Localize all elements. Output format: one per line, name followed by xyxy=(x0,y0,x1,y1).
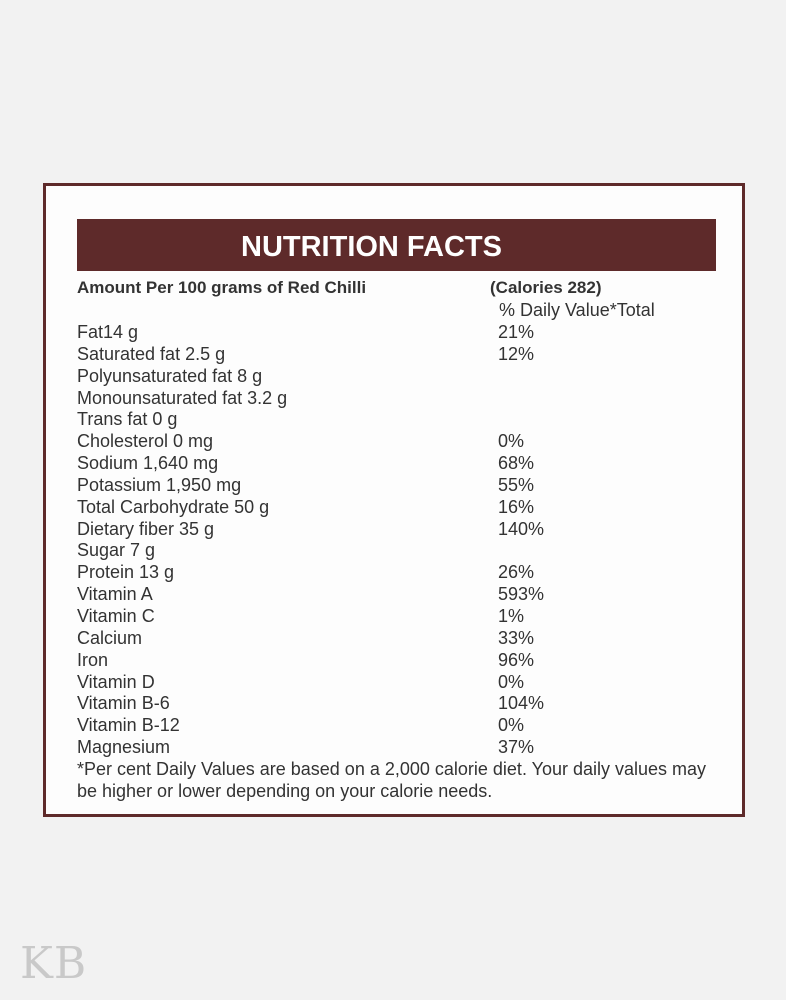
daily-value: 0% xyxy=(498,671,525,692)
nutrient-name: Fat14 g xyxy=(77,322,139,342)
nutrient-name: Sodium 1,640 mg xyxy=(77,453,219,474)
nutrient-name: Potassium 1,950 mg xyxy=(77,474,242,495)
daily-value: 21% xyxy=(498,322,535,342)
daily-value: 593% xyxy=(498,584,545,605)
nutrient-name: Polyunsaturated fat 8 g xyxy=(77,365,263,386)
calories-label: (Calories 282) xyxy=(490,278,602,297)
daily-value: 26% xyxy=(498,562,535,583)
nutrient-row: Saturated fat 2.5 g 12% xyxy=(77,343,717,365)
nutrient-name: Vitamin D xyxy=(77,671,155,692)
nutrient-name: Iron xyxy=(77,649,109,670)
nutrient-list: Fat14 g 21% Saturated fat 2.5 g 12% Polyun… xyxy=(77,321,717,758)
daily-value: 0% xyxy=(498,431,525,452)
nutrient-row: Fat14 g 21% xyxy=(77,321,717,343)
daily-value-footnote: *Per cent Daily Values are based on a 2,… xyxy=(77,759,707,801)
nutrient-row: Total Carbohydrate 50 g 16% xyxy=(77,496,717,518)
nutrient-row: Vitamin C 1% xyxy=(77,605,717,627)
nutrient-row: Monounsaturated fat 3.2 g xyxy=(77,387,717,409)
nutrient-row: Calcium 33% xyxy=(77,627,717,649)
nutrient-row: Cholesterol 0 mg 0% xyxy=(77,430,717,452)
nutrient-name: Dietary fiber 35 g xyxy=(77,518,215,539)
nutrient-row: Dietary fiber 35 g 140% xyxy=(77,518,717,540)
daily-value: 1% xyxy=(498,605,525,626)
nutrient-name: Vitamin C xyxy=(77,605,155,626)
nutrient-row: Sugar 7 g xyxy=(77,539,717,561)
daily-value: 33% xyxy=(498,627,535,648)
nutrition-facts-panel: NUTRITION FACTS Amount Per 100 grams of … xyxy=(43,183,745,817)
nutrient-name: Vitamin A xyxy=(77,584,153,605)
daily-value: 12% xyxy=(498,343,535,364)
amount-label: Amount Per 100 grams of Red Chilli xyxy=(77,278,367,297)
nutrient-row: Sodium 1,640 mg 68% xyxy=(77,452,717,474)
daily-value: 16% xyxy=(498,496,535,517)
nutrient-name: Sugar 7 g xyxy=(77,540,156,561)
nutrient-name: Calcium xyxy=(77,627,143,648)
nutrient-name: Magnesium xyxy=(77,737,171,758)
nutrient-name: Trans fat 0 g xyxy=(77,409,178,430)
nutrient-name: Protein 13 g xyxy=(77,562,175,583)
daily-value: 37% xyxy=(498,737,535,758)
nutrient-name: Vitamin B-6 xyxy=(77,693,170,714)
nutrient-row: Vitamin B-12 0% xyxy=(77,714,717,736)
panel-title: NUTRITION FACTS xyxy=(77,219,716,271)
nutrient-row: Iron 96% xyxy=(77,649,717,671)
nutrient-row: Vitamin B-6 104% xyxy=(77,692,717,714)
daily-value: 96% xyxy=(498,649,535,670)
daily-value: 104% xyxy=(498,693,545,714)
nutrient-row: Protein 13 g 26% xyxy=(77,561,717,583)
nutrient-name: Monounsaturated fat 3.2 g xyxy=(77,387,288,408)
daily-value: 140% xyxy=(498,518,545,539)
nutrient-name: Vitamin B-12 xyxy=(77,715,180,736)
nutrient-row: Polyunsaturated fat 8 g xyxy=(77,365,717,387)
daily-value: 55% xyxy=(498,474,535,495)
daily-value: 68% xyxy=(498,453,535,474)
nutrient-name: Cholesterol 0 mg xyxy=(77,431,214,452)
kb-watermark-logo: KB xyxy=(20,938,88,989)
nutrient-row: Vitamin A 593% xyxy=(77,583,717,605)
nutrient-row: Potassium 1,950 mg 55% xyxy=(77,474,717,496)
nutrient-row: Vitamin D 0% xyxy=(77,671,717,693)
daily-value: 0% xyxy=(498,715,525,736)
daily-value-header: % Daily Value*Total xyxy=(499,300,655,320)
nutrient-name: Saturated fat 2.5 g xyxy=(77,343,226,364)
nutrient-row: Magnesium 37% xyxy=(77,736,717,758)
nutrient-name: Total Carbohydrate 50 g xyxy=(77,496,270,517)
nutrient-row: Trans fat 0 g xyxy=(77,408,717,430)
